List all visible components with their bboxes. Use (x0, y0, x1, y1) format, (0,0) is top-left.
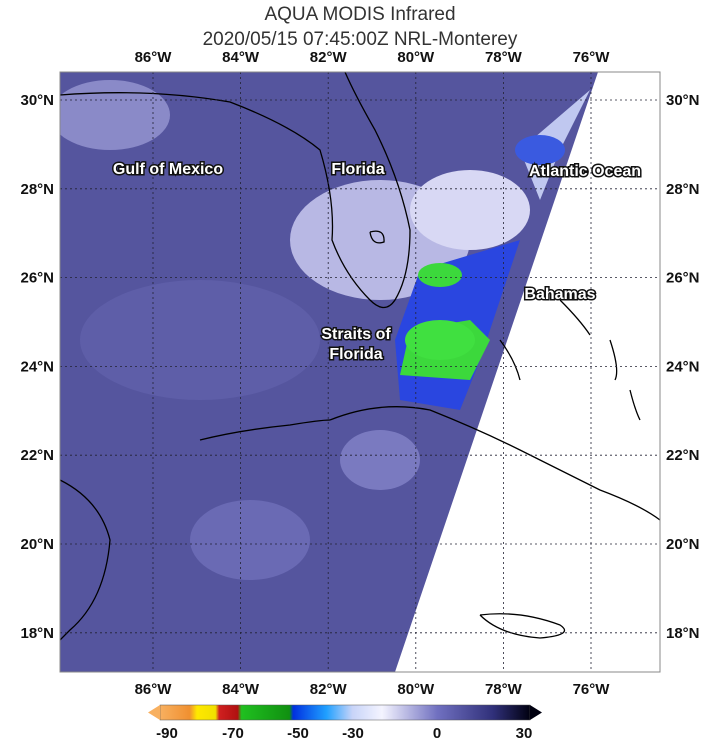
latitude-label: 24°N (20, 358, 54, 375)
latitude-label: 30°N (666, 92, 700, 109)
graticule (60, 72, 660, 672)
longitude-label: 78°W (485, 681, 523, 698)
labels: 86°W 86°W 84°W 84°W 82°W 82°W 80°W 80°W 78°W 78°W… (20, 49, 699, 698)
latitude-label: 26°N (666, 270, 700, 287)
longitude-label: 78°W (485, 49, 523, 66)
latitude-label: 26°N (20, 270, 54, 287)
place-label: Atlantic Ocean (529, 163, 641, 180)
place-label: Gulf of Mexico (113, 161, 223, 178)
colorbar-label: -50 (287, 725, 309, 742)
latitude-label: 20°N (666, 536, 700, 553)
latitude-label: 28°N (666, 181, 700, 198)
place-label: Florida (329, 346, 382, 363)
colorbar-label: 0 (433, 725, 441, 742)
place-label: Straits of (321, 326, 391, 343)
latitude-label: 20°N (20, 536, 54, 553)
longitude-label: 80°W (397, 681, 435, 698)
longitude-label: 76°W (573, 49, 611, 66)
map-image (60, 72, 660, 672)
subtitle: 2020/05/15 07:45:00Z NRL-Monterey (203, 29, 518, 50)
colorbar-label: -90 (156, 725, 178, 742)
latitude-label: 28°N (20, 181, 54, 198)
cloud-tops (60, 80, 590, 580)
longitude-label: 76°W (573, 681, 611, 698)
latitude-label: 22°N (20, 447, 54, 464)
longitude-label: 86°W (135, 49, 173, 66)
longitude-label: 86°W (135, 681, 173, 698)
title: AQUA MODIS Infrared (264, 4, 455, 25)
longitude-label: 82°W (310, 49, 348, 66)
map-frame (59, 71, 661, 673)
colorbar-arrow-low (148, 705, 160, 720)
latitude-label: 22°N (666, 447, 700, 464)
latitude-label: 18°N (666, 625, 700, 642)
place-label: Florida (331, 161, 384, 178)
latitude-label: 30°N (20, 92, 54, 109)
colorbar-arrow-high (530, 705, 542, 720)
coastlines (60, 72, 660, 641)
longitude-label: 80°W (397, 49, 435, 66)
longitude-label: 82°W (310, 681, 348, 698)
latitude-label: 18°N (20, 625, 54, 642)
longitude-label: 84°W (222, 49, 260, 66)
latitude-label: 24°N (666, 358, 700, 375)
colorbar (159, 704, 531, 721)
colorbar-label: -30 (342, 725, 364, 742)
place-label: Bahamas (524, 286, 595, 303)
colorbar-label: -70 (222, 725, 244, 742)
longitude-label: 84°W (222, 681, 260, 698)
colorbar-label: 30 (516, 725, 533, 742)
